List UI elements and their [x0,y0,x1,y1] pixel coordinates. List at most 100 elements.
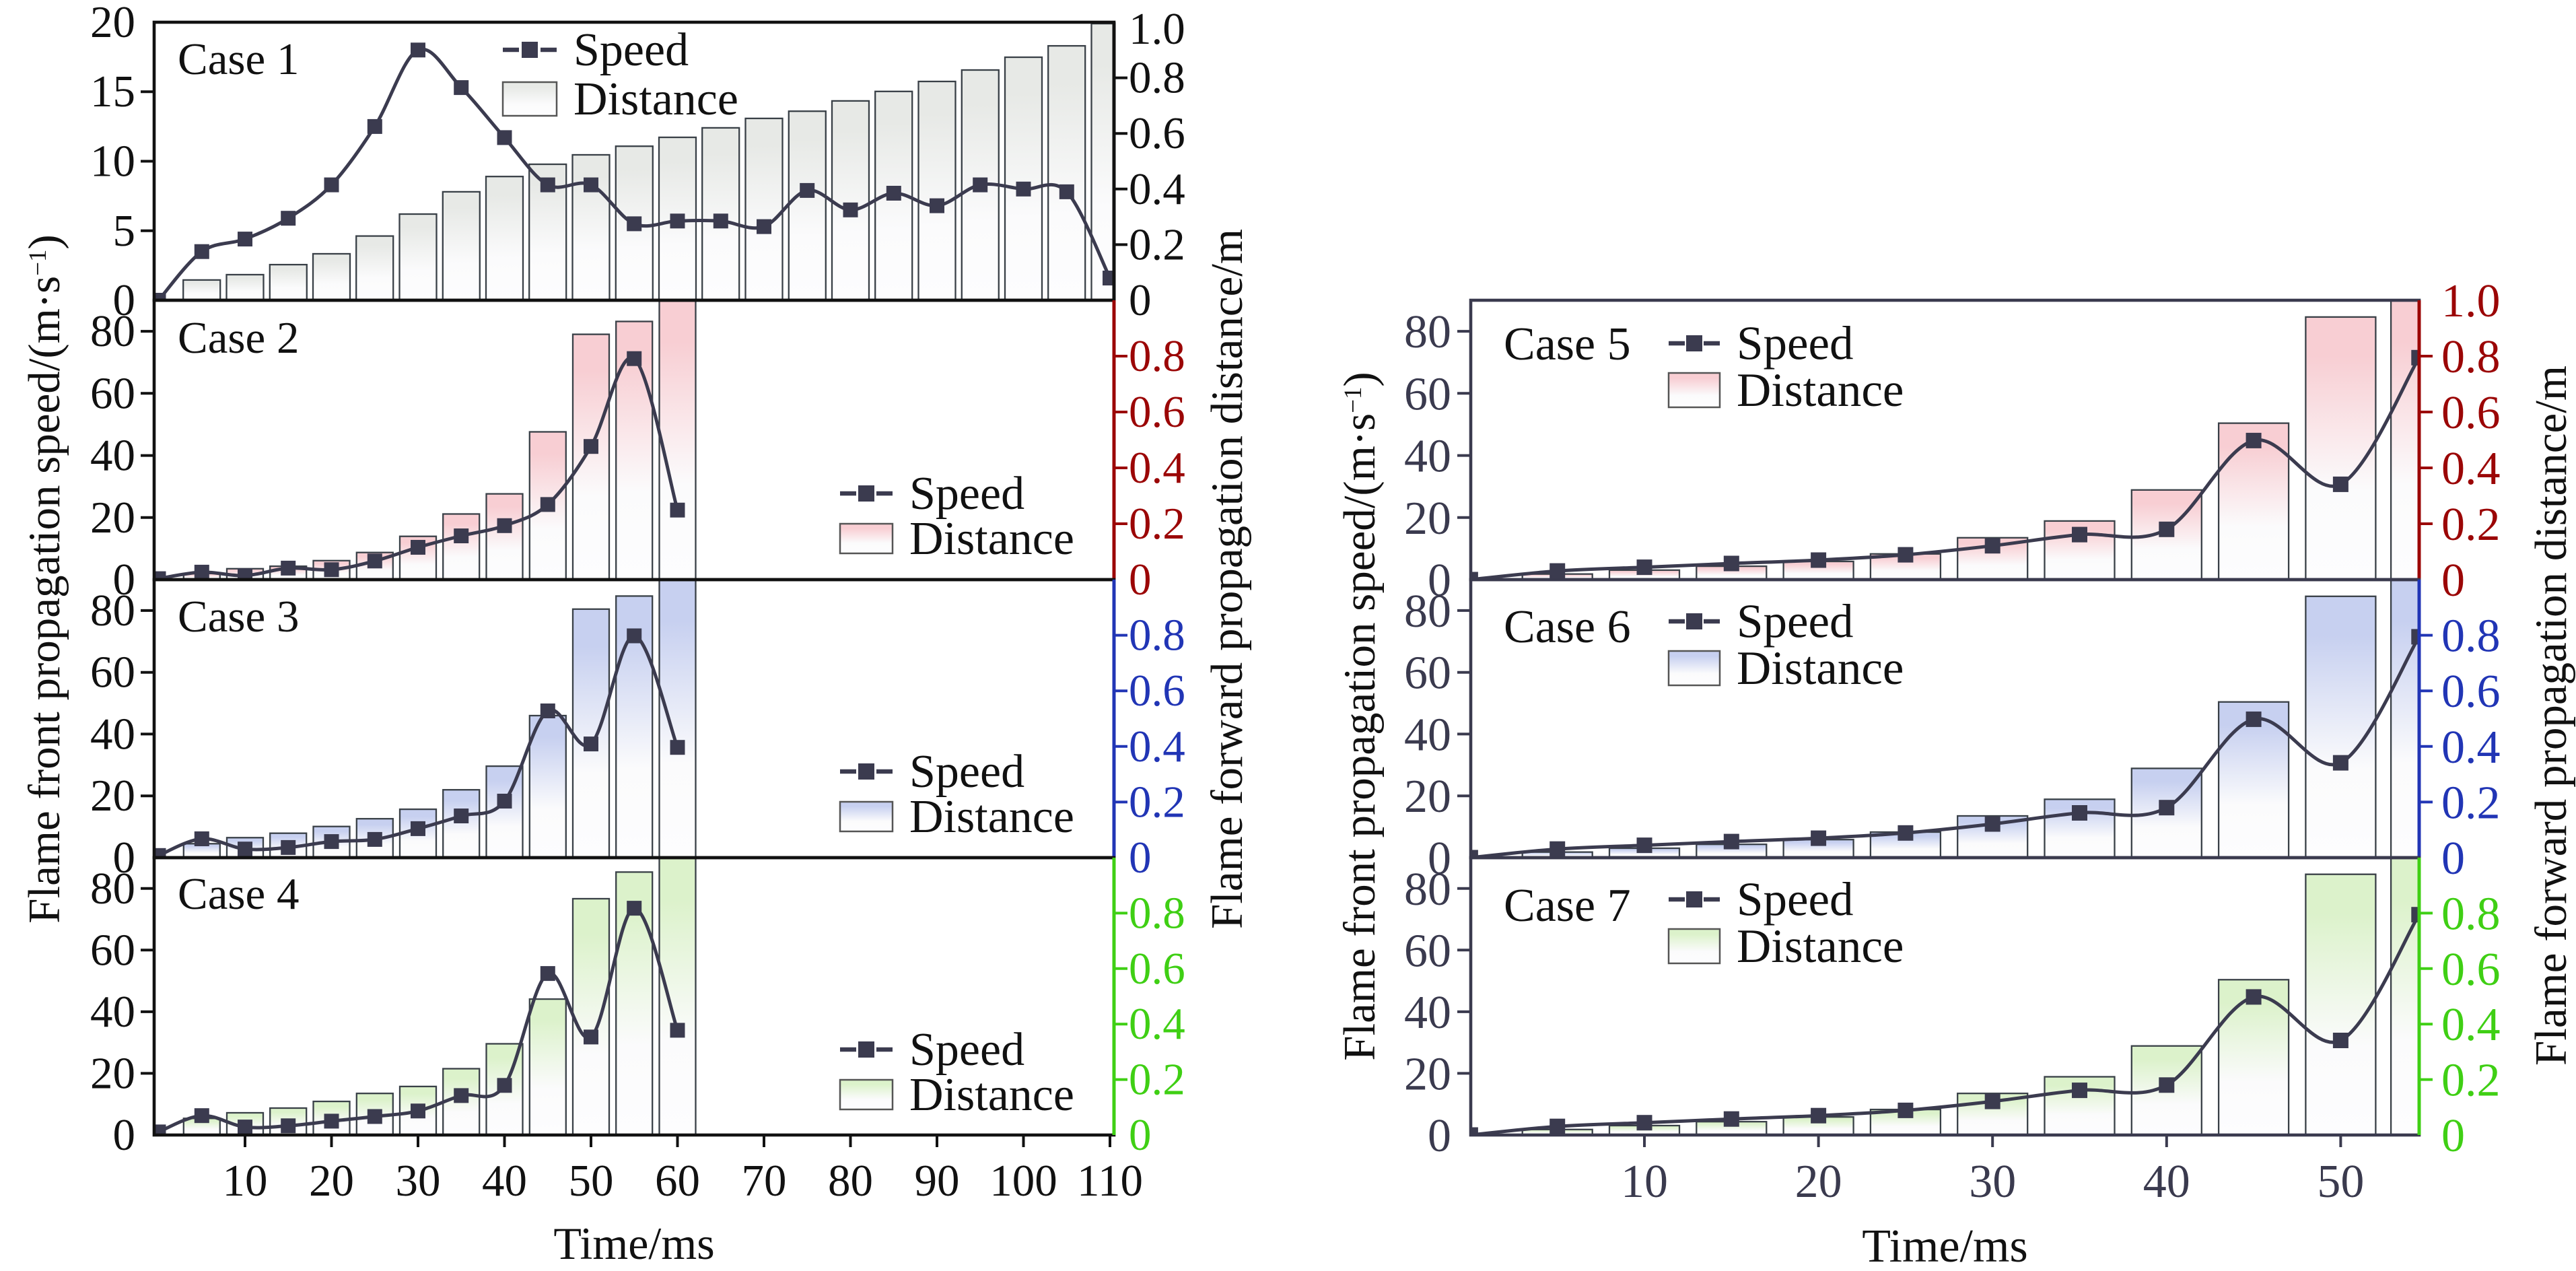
svg-text:0.2: 0.2 [2441,777,2501,829]
svg-text:50: 50 [569,1156,614,1206]
svg-text:0.6: 0.6 [2441,944,2501,996]
svg-text:30: 30 [1969,1156,2016,1208]
svg-text:1.0: 1.0 [2441,275,2501,327]
svg-text:5: 5 [113,206,136,256]
svg-text:20: 20 [90,0,135,47]
svg-text:Distance: Distance [909,791,1074,843]
svg-text:60: 60 [1404,648,1451,699]
svg-text:70: 70 [742,1156,787,1206]
svg-text:0.4: 0.4 [1129,443,1185,493]
svg-text:0: 0 [113,275,136,325]
svg-text:Speed: Speed [909,468,1024,520]
svg-text:Speed: Speed [573,24,689,76]
svg-text:0: 0 [1428,1110,1451,1162]
svg-text:Flame forward propagation dist: Flame forward propagation distance/m [1202,229,1252,929]
svg-text:Case 3: Case 3 [178,592,300,642]
svg-text:Distance: Distance [1737,364,1904,417]
svg-text:0.4: 0.4 [1129,722,1185,771]
svg-text:0.6: 0.6 [1129,387,1185,437]
svg-text:80: 80 [90,586,135,636]
svg-text:0: 0 [1428,555,1451,607]
svg-text:Case 6: Case 6 [1504,601,1631,653]
svg-text:Case 5: Case 5 [1504,318,1631,370]
svg-text:0.2: 0.2 [1129,219,1185,269]
svg-text:0.8: 0.8 [2441,888,2501,940]
svg-text:80: 80 [1404,864,1451,916]
svg-text:15: 15 [90,67,135,116]
svg-text:0.6: 0.6 [2441,666,2501,718]
svg-text:Flame forward propagation dist: Flame forward propagation distance/m [2526,366,2576,1066]
svg-text:10: 10 [90,137,135,186]
svg-text:0.4: 0.4 [2441,722,2501,774]
svg-text:40: 40 [1404,709,1451,761]
svg-text:0.8: 0.8 [2441,611,2501,662]
svg-text:10: 10 [223,1156,268,1206]
svg-text:60: 60 [90,648,135,697]
svg-text:10: 10 [1621,1156,1668,1208]
svg-text:20: 20 [1404,493,1451,545]
svg-text:0: 0 [113,833,136,883]
svg-text:50: 50 [2317,1156,2364,1208]
svg-text:Flame front propagation speed/: Flame front propagation speed/(m·s−1) [1335,372,1385,1060]
svg-text:Case 4: Case 4 [178,869,300,919]
svg-text:20: 20 [309,1156,354,1206]
svg-text:Speed: Speed [1737,595,1854,648]
svg-text:20: 20 [1404,1048,1451,1100]
svg-text:0.6: 0.6 [2441,387,2501,439]
svg-text:0.2: 0.2 [1129,499,1185,549]
svg-text:Distance: Distance [909,1069,1074,1121]
svg-text:0: 0 [113,555,136,605]
svg-text:80: 80 [90,864,135,914]
svg-text:0.8: 0.8 [1129,611,1185,660]
svg-text:110: 110 [1077,1156,1143,1206]
svg-text:40: 40 [2143,1156,2190,1208]
svg-text:0: 0 [2441,833,2465,885]
svg-text:Time/ms: Time/ms [1862,1221,2027,1271]
svg-text:0.2: 0.2 [2441,499,2501,551]
svg-text:0: 0 [1129,833,1152,883]
svg-text:20: 20 [1404,771,1451,823]
svg-text:0.6: 0.6 [1129,666,1185,716]
svg-text:90: 90 [915,1156,960,1206]
svg-text:0: 0 [1129,555,1152,605]
svg-text:40: 40 [90,987,135,1037]
svg-text:Time/ms: Time/ms [553,1218,714,1269]
svg-text:Case 7: Case 7 [1504,880,1631,932]
svg-text:0.4: 0.4 [2441,443,2501,495]
svg-text:0.6: 0.6 [1129,944,1185,994]
svg-text:0.2: 0.2 [2441,1055,2501,1107]
svg-text:0: 0 [1129,1110,1152,1160]
svg-text:0.2: 0.2 [1129,777,1185,827]
svg-text:20: 20 [1795,1156,1842,1208]
svg-text:0: 0 [2441,555,2465,607]
svg-text:0.8: 0.8 [1129,53,1185,103]
svg-text:80: 80 [1404,586,1451,638]
svg-text:Speed: Speed [909,1024,1024,1076]
svg-text:0.4: 0.4 [1129,164,1185,214]
svg-text:20: 20 [90,493,135,543]
svg-text:0.8: 0.8 [1129,331,1185,381]
svg-text:1.0: 1.0 [1129,4,1185,54]
svg-text:20: 20 [90,1048,135,1098]
svg-text:0.8: 0.8 [2441,331,2501,383]
svg-text:Distance: Distance [909,513,1074,565]
svg-text:0: 0 [1129,275,1152,325]
svg-text:60: 60 [1404,925,1451,977]
svg-text:0.8: 0.8 [1129,888,1185,938]
svg-text:Distance: Distance [1737,920,1904,973]
svg-text:60: 60 [90,368,135,418]
svg-text:40: 40 [90,709,135,759]
svg-text:0.4: 0.4 [1129,999,1185,1049]
svg-text:80: 80 [828,1156,873,1206]
svg-text:Flame front propagation speed/: Flame front propagation speed/(m·s−1) [20,234,69,923]
svg-text:0: 0 [1428,833,1451,885]
svg-text:0: 0 [113,1110,136,1160]
svg-text:20: 20 [90,771,135,821]
svg-text:Speed: Speed [909,746,1024,798]
svg-text:Case 1: Case 1 [178,34,300,84]
svg-text:80: 80 [1404,306,1451,358]
svg-text:Distance: Distance [1737,642,1904,695]
svg-text:30: 30 [396,1156,441,1206]
svg-text:40: 40 [1404,431,1451,483]
svg-text:0.6: 0.6 [1129,108,1185,158]
